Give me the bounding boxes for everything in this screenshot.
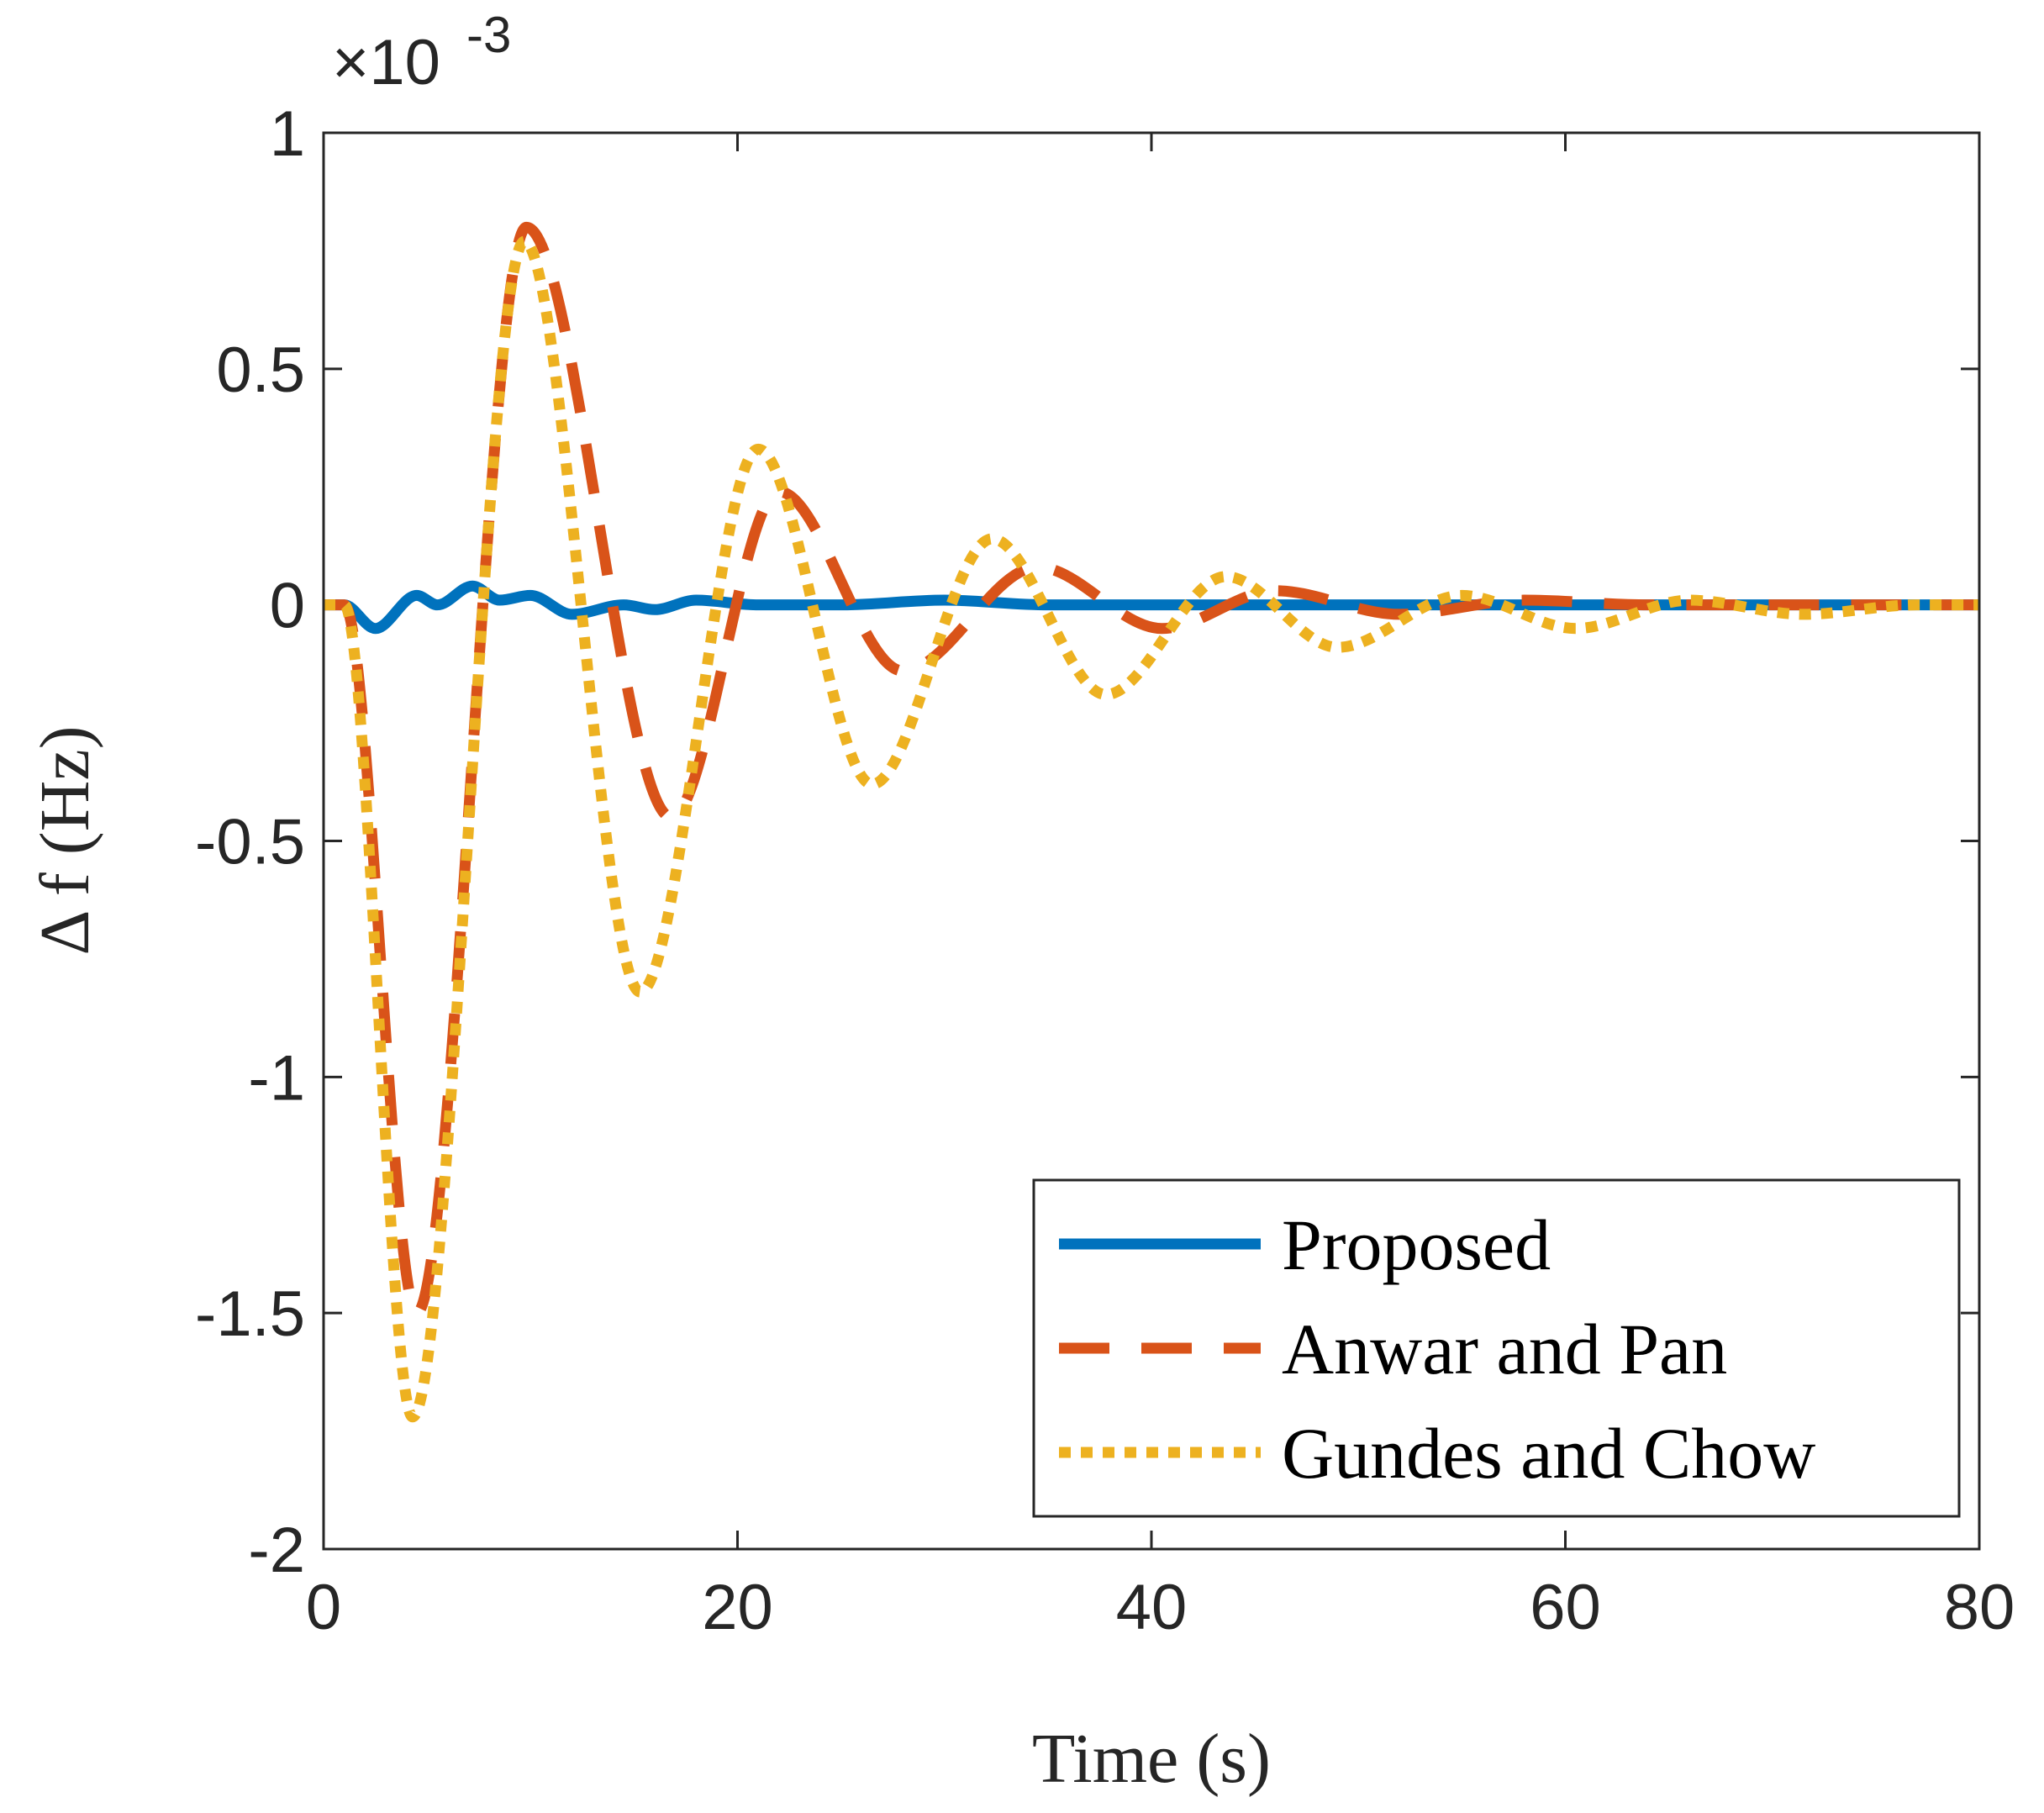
legend-label: Gundes and Chow (1282, 1413, 1815, 1494)
series-line (324, 221, 1979, 1319)
x-tick-label: 20 (702, 1572, 773, 1643)
series-line (324, 235, 1979, 1423)
x-tick-label: 60 (1530, 1572, 1601, 1643)
y-tick-label: -0.5 (195, 807, 305, 878)
y-axis-label: Δ f (Hz) (26, 725, 104, 955)
x-tick-label: 40 (1116, 1572, 1188, 1643)
y-tick-label: 0.5 (216, 335, 305, 406)
axes-box (322, 131, 1981, 1551)
y-tick-label: -1.5 (195, 1278, 305, 1350)
y-multiplier-exponent: -3 (466, 7, 511, 63)
y-multiplier-base: ×10 (332, 27, 440, 98)
plot-lines (324, 221, 1979, 1423)
y-tick-label: -1 (248, 1042, 305, 1114)
y-tick-label: -2 (248, 1515, 305, 1586)
x-tick-label: 0 (306, 1572, 341, 1643)
x-tick-label: 80 (1944, 1572, 2015, 1643)
y-tick-label: 0 (270, 571, 305, 642)
legend-label: Anwar and Pan (1282, 1309, 1727, 1389)
y-tick-label: 1 (270, 98, 305, 170)
legend-label: Proposed (1282, 1204, 1551, 1285)
series-line (324, 580, 1979, 635)
x-axis-label: Time (s) (1032, 1720, 1271, 1798)
